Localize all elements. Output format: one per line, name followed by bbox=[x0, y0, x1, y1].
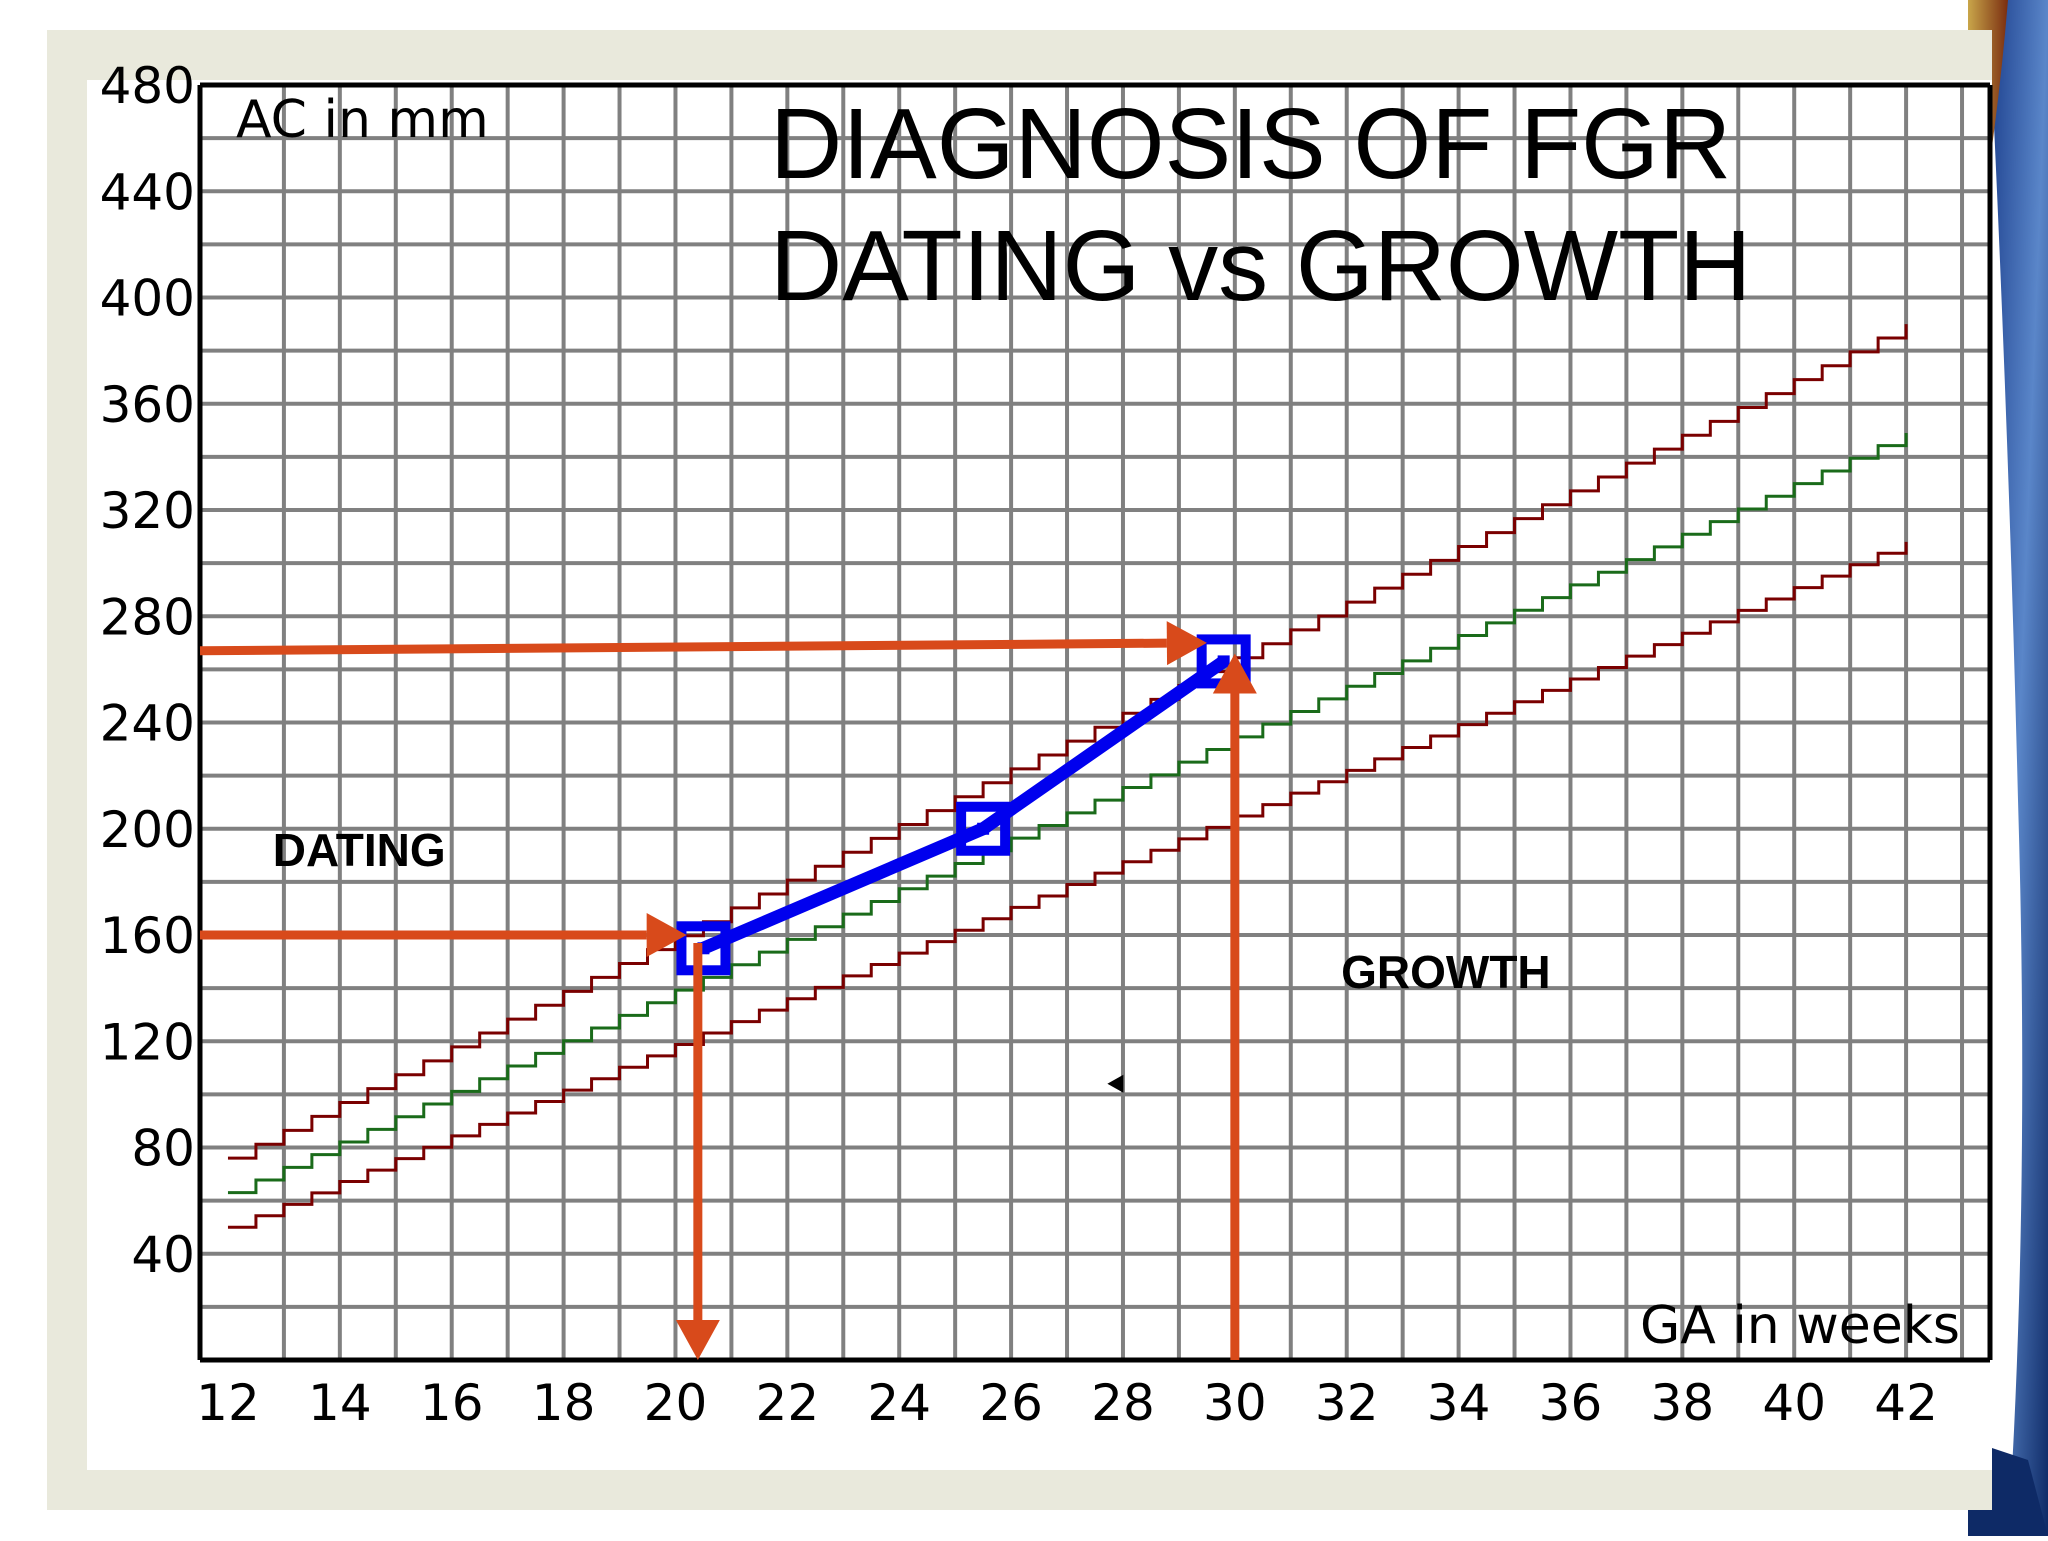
measurement-point bbox=[676, 921, 731, 976]
x-tick-label: 28 bbox=[1091, 1374, 1155, 1432]
y-tick-label: 120 bbox=[100, 1013, 195, 1071]
annotation-arrow bbox=[199, 638, 1167, 656]
x-tick-label: 36 bbox=[1539, 1374, 1603, 1432]
series-layer bbox=[227, 324, 1908, 1229]
annotation-label: DATING bbox=[273, 824, 446, 876]
y-tick-label: 200 bbox=[100, 801, 195, 859]
y-tick-label: 320 bbox=[100, 482, 195, 540]
x-tick-label: 18 bbox=[532, 1374, 596, 1432]
percentile-line bbox=[227, 541, 1908, 1229]
measurement-point-center bbox=[1217, 655, 1230, 668]
x-tick-label: 34 bbox=[1427, 1374, 1491, 1432]
annotation-label: GROWTH bbox=[1341, 946, 1551, 998]
annotation-arrow-head bbox=[675, 1320, 720, 1360]
x-tick-label: 38 bbox=[1651, 1374, 1715, 1432]
measurement-point bbox=[956, 801, 1011, 856]
y-tick-label: 400 bbox=[100, 270, 195, 328]
axes bbox=[197, 82, 1993, 1363]
x-tick-label: 32 bbox=[1315, 1374, 1379, 1432]
x-tick-label: 30 bbox=[1203, 1374, 1267, 1432]
annotation-arrow-head bbox=[1166, 621, 1207, 666]
annotation-arrow-head bbox=[646, 913, 687, 957]
y-tick-label: 160 bbox=[100, 907, 195, 965]
y-tick-label: 40 bbox=[131, 1226, 195, 1284]
text-layer: AC in mm GA in weeks DIAGNOSIS OF FGR DA… bbox=[100, 57, 1960, 1432]
percentile-line bbox=[227, 432, 1908, 1195]
y-tick-label: 280 bbox=[100, 588, 195, 646]
y-tick-label: 440 bbox=[100, 163, 195, 221]
chart-title-line-2: DATING vs GROWTH bbox=[770, 210, 1751, 322]
arrow-layer bbox=[199, 621, 1257, 1360]
x-tick-label: 40 bbox=[1762, 1374, 1826, 1432]
x-tick-label: 20 bbox=[644, 1374, 708, 1432]
y-tick-label: 480 bbox=[100, 57, 195, 115]
small-marker bbox=[1107, 1074, 1124, 1093]
x-tick-label: 22 bbox=[756, 1374, 820, 1432]
x-tick-label: 12 bbox=[196, 1374, 260, 1432]
y-tick-label: 360 bbox=[100, 376, 195, 434]
x-tick-label: 14 bbox=[308, 1374, 372, 1432]
y-tick-label: 80 bbox=[131, 1120, 195, 1178]
y-tick-label: 240 bbox=[100, 695, 195, 753]
x-tick-label: 24 bbox=[867, 1374, 931, 1432]
annotation-arrow-head bbox=[1212, 653, 1257, 694]
x-tick-label: 42 bbox=[1874, 1374, 1938, 1432]
y-axis-label: AC in mm bbox=[236, 90, 489, 150]
percentile-line bbox=[227, 324, 1908, 1160]
x-tick-label: 26 bbox=[979, 1374, 1043, 1432]
x-tick-label: 16 bbox=[420, 1374, 484, 1432]
measurement-point-center bbox=[977, 822, 990, 835]
chart-title-line-1: DIAGNOSIS OF FGR bbox=[770, 88, 1731, 200]
x-axis-label: GA in weeks bbox=[1640, 1296, 1960, 1356]
